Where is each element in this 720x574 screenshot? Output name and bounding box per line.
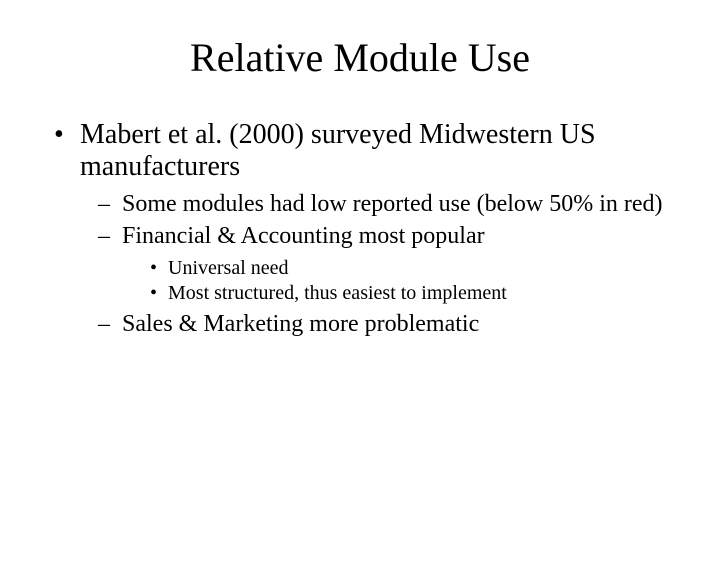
slide: Relative Module Use Mabert et al. (2000)… [0,34,720,574]
bullet-text: Financial & Accounting most popular [122,223,485,249]
slide-title: Relative Module Use [0,34,720,81]
bullet-list-level2: Some modules had low reported use (below… [98,191,680,338]
bullet-text: Sales & Marketing more problematic [122,311,479,337]
bullet-text: Mabert et al. (2000) surveyed Midwestern… [80,119,596,182]
list-item: Sales & Marketing more problematic [98,311,680,339]
bullet-text: Some modules had low reported use (below… [122,191,663,217]
list-item: Universal need [148,257,680,280]
slide-body: Mabert et al. (2000) surveyed Midwestern… [52,119,680,338]
bullet-list-level3: Universal need Most structured, thus eas… [148,257,680,305]
bullet-text: Most structured, thus easiest to impleme… [168,282,507,304]
list-item: Financial & Accounting most popular Univ… [98,223,680,305]
list-item: Some modules had low reported use (below… [98,191,680,219]
bullet-list-level1: Mabert et al. (2000) surveyed Midwestern… [52,119,680,338]
list-item: Most structured, thus easiest to impleme… [148,282,680,305]
list-item: Mabert et al. (2000) surveyed Midwestern… [52,119,680,338]
bullet-text: Universal need [168,257,289,279]
